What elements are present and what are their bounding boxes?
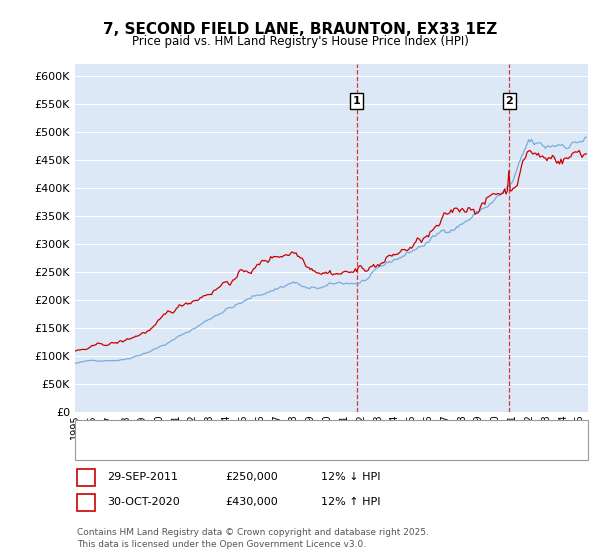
- Text: 7, SECOND FIELD LANE, BRAUNTON, EX33 1EZ (detached house): 7, SECOND FIELD LANE, BRAUNTON, EX33 1EZ…: [105, 426, 443, 436]
- Text: 2: 2: [506, 96, 514, 106]
- Text: 7, SECOND FIELD LANE, BRAUNTON, EX33 1EZ: 7, SECOND FIELD LANE, BRAUNTON, EX33 1EZ: [103, 22, 497, 38]
- Text: 1: 1: [82, 470, 90, 484]
- Text: 12% ↑ HPI: 12% ↑ HPI: [321, 497, 380, 507]
- Text: £250,000: £250,000: [225, 472, 278, 482]
- Text: 1: 1: [353, 96, 361, 106]
- Text: 29-SEP-2011: 29-SEP-2011: [107, 472, 178, 482]
- Text: 2: 2: [82, 496, 90, 509]
- Text: Price paid vs. HM Land Registry's House Price Index (HPI): Price paid vs. HM Land Registry's House …: [131, 35, 469, 48]
- Text: —: —: [87, 422, 105, 440]
- Text: £430,000: £430,000: [225, 497, 278, 507]
- Text: 30-OCT-2020: 30-OCT-2020: [107, 497, 179, 507]
- Text: HPI: Average price, detached house, North Devon: HPI: Average price, detached house, Nort…: [105, 445, 364, 455]
- Text: Contains HM Land Registry data © Crown copyright and database right 2025.
This d: Contains HM Land Registry data © Crown c…: [77, 528, 428, 549]
- Text: —: —: [87, 441, 105, 459]
- Text: 12% ↓ HPI: 12% ↓ HPI: [321, 472, 380, 482]
